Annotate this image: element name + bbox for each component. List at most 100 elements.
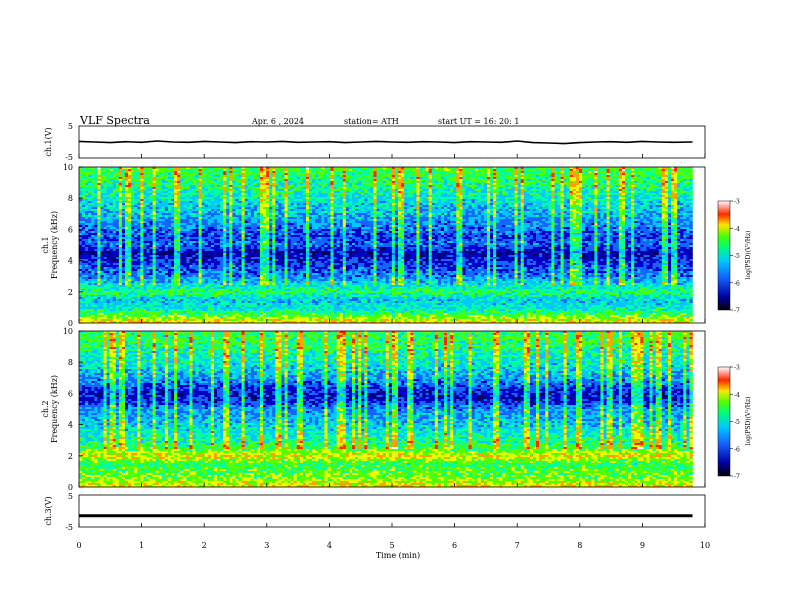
- ch1-spectrogram-cell: [613, 193, 616, 195]
- ch1-spectrogram-cell: [205, 191, 208, 193]
- ch1-spectrogram-cell: [294, 195, 297, 197]
- ch1-spectrogram-cell: [189, 209, 192, 211]
- ch1-spectrogram-cell: [291, 179, 294, 181]
- ch1-spectrogram-cell: [180, 185, 183, 187]
- ch1-spectrogram-cell: [588, 201, 591, 203]
- ch1-spectrogram-cell: [257, 211, 260, 213]
- ch1-spectrogram-cell: [82, 209, 85, 211]
- ch1-spectrogram-cell: [426, 189, 429, 191]
- ch1-spectrogram-cell: [116, 199, 119, 201]
- ch1-spectrogram-cell: [607, 195, 610, 197]
- ch1-spectrogram-cell: [346, 189, 349, 191]
- ch1-spectrogram-cell: [177, 193, 180, 195]
- ch1-spectrogram-cell: [107, 179, 110, 181]
- ch1-spectrogram-cell: [223, 183, 226, 185]
- ch1-spectrogram-cell: [576, 177, 579, 179]
- ch1-spectrogram-cell: [564, 197, 567, 199]
- ch1-spectrogram-cell: [518, 177, 521, 179]
- ch1-spectrogram-cell: [321, 199, 324, 201]
- ch1-spectrogram-cell: [438, 175, 441, 177]
- ch1-spectrogram-cell: [248, 199, 251, 201]
- ch1-spectrogram-cell: [153, 171, 156, 173]
- ch1-spectrogram-cell: [131, 169, 134, 171]
- ch1-spectrogram-cell: [591, 169, 594, 171]
- ch1-spectrogram-cell: [404, 205, 407, 207]
- ch1-spectrogram-cell: [585, 201, 588, 203]
- ch1-spectrogram-cell: [594, 189, 597, 191]
- ch1-spectrogram-cell: [616, 181, 619, 183]
- ch1-spectrogram-cell: [487, 215, 490, 217]
- ch1-spectrogram-cell: [600, 211, 603, 213]
- ch1-spectrogram-cell: [508, 169, 511, 171]
- ch1-spectrogram-cell: [441, 209, 444, 211]
- ch1-spectrogram-cell: [214, 213, 217, 215]
- ch1-spectrogram-cell: [600, 173, 603, 175]
- ch1-spectrogram-cell: [331, 179, 334, 181]
- ch1-spectrogram-cell: [104, 201, 107, 203]
- ch1-spectrogram-cell: [113, 195, 116, 197]
- ch1-spectrogram-cell: [441, 171, 444, 173]
- ch1-spectrogram-cell: [202, 187, 205, 189]
- ch1-spectrogram-cell: [85, 191, 88, 193]
- ch1-spectrogram-cell: [192, 197, 195, 199]
- ch1-spectrogram-cell: [358, 181, 361, 183]
- ch1-spectrogram-cell: [346, 175, 349, 177]
- ch1-spectrogram-cell: [410, 213, 413, 215]
- ch1-spectrogram-cell: [196, 187, 199, 189]
- ch1-spectrogram-cell: [502, 203, 505, 205]
- ch1-spectrogram-cell: [159, 171, 162, 173]
- ch1-spectrogram-cell: [226, 191, 229, 193]
- ch1-spectrogram-cell: [327, 179, 330, 181]
- ch1-spectrogram-cell: [508, 207, 511, 209]
- ch1-spectrogram-cell: [171, 213, 174, 215]
- ch1-spectrogram-cell: [183, 213, 186, 215]
- ch1-spectrogram-cell: [122, 215, 125, 217]
- ch1-spectrogram-cell: [358, 185, 361, 187]
- ch1-spectrogram-cell: [524, 195, 527, 197]
- ch1-spectrogram-cell: [426, 169, 429, 171]
- ch1-spectrogram-cell: [413, 175, 416, 177]
- ch1-spectrogram-cell: [435, 191, 438, 193]
- ch1-spectrogram-cell: [558, 197, 561, 199]
- ch1-spectrogram-cell: [588, 181, 591, 183]
- ch1-spectrogram-cell: [475, 187, 478, 189]
- ch1-spectrogram-cell: [260, 193, 263, 195]
- ch1-spectrogram-cell: [226, 203, 229, 205]
- ch1-spectrogram-cell: [239, 179, 242, 181]
- ch1-spectrogram-cell: [665, 197, 668, 199]
- ch1-spectrogram-cell: [331, 199, 334, 201]
- ch1-spectrogram-cell: [205, 171, 208, 173]
- ch1-spectrogram-cell: [340, 215, 343, 217]
- ch1-spectrogram-cell: [674, 173, 677, 175]
- ch1-spectrogram-cell: [110, 197, 113, 199]
- ch1-spectrogram-cell: [512, 213, 515, 215]
- ch1-spectrogram-cell: [527, 189, 530, 191]
- ch1-spectrogram-cell: [229, 169, 232, 171]
- ch1-spectrogram-cell: [659, 205, 662, 207]
- ch1-spectrogram-cell: [202, 175, 205, 177]
- ch1-spectrogram-cell: [269, 207, 272, 209]
- ch1-spectrogram-cell: [361, 179, 364, 181]
- ch1-spectrogram-cell: [306, 171, 309, 173]
- ch1-spectrogram-cell: [625, 179, 628, 181]
- ch1-spectrogram-cell: [582, 187, 585, 189]
- ch1-spectrogram-cell: [650, 197, 653, 199]
- ch1-spectrogram-cell: [318, 205, 321, 207]
- ch1-spectrogram-cell: [564, 201, 567, 203]
- ch1-spectrogram-cell: [346, 181, 349, 183]
- ch1-spectrogram-cell: [594, 211, 597, 213]
- ch1-spectrogram-cell: [671, 181, 674, 183]
- ch1-spectrogram-cell: [131, 185, 134, 187]
- ch1-spectrogram-cell: [536, 169, 539, 171]
- ch1-spectrogram-cell: [392, 185, 395, 187]
- ch1-spectrogram-cell: [453, 195, 456, 197]
- ch1-spectrogram-cell: [671, 209, 674, 211]
- ch1-spectrogram-cell: [248, 185, 251, 187]
- ch1-spectrogram-cell: [505, 207, 508, 209]
- ch1-spectrogram-cell: [521, 183, 524, 185]
- ch1-spectrogram-cell: [610, 197, 613, 199]
- ch1-spectrogram-cell: [683, 177, 686, 179]
- ch1-spectrogram-cell: [159, 185, 162, 187]
- ch1-spectrogram-cell: [622, 183, 625, 185]
- ch1-spectrogram-cell: [242, 201, 245, 203]
